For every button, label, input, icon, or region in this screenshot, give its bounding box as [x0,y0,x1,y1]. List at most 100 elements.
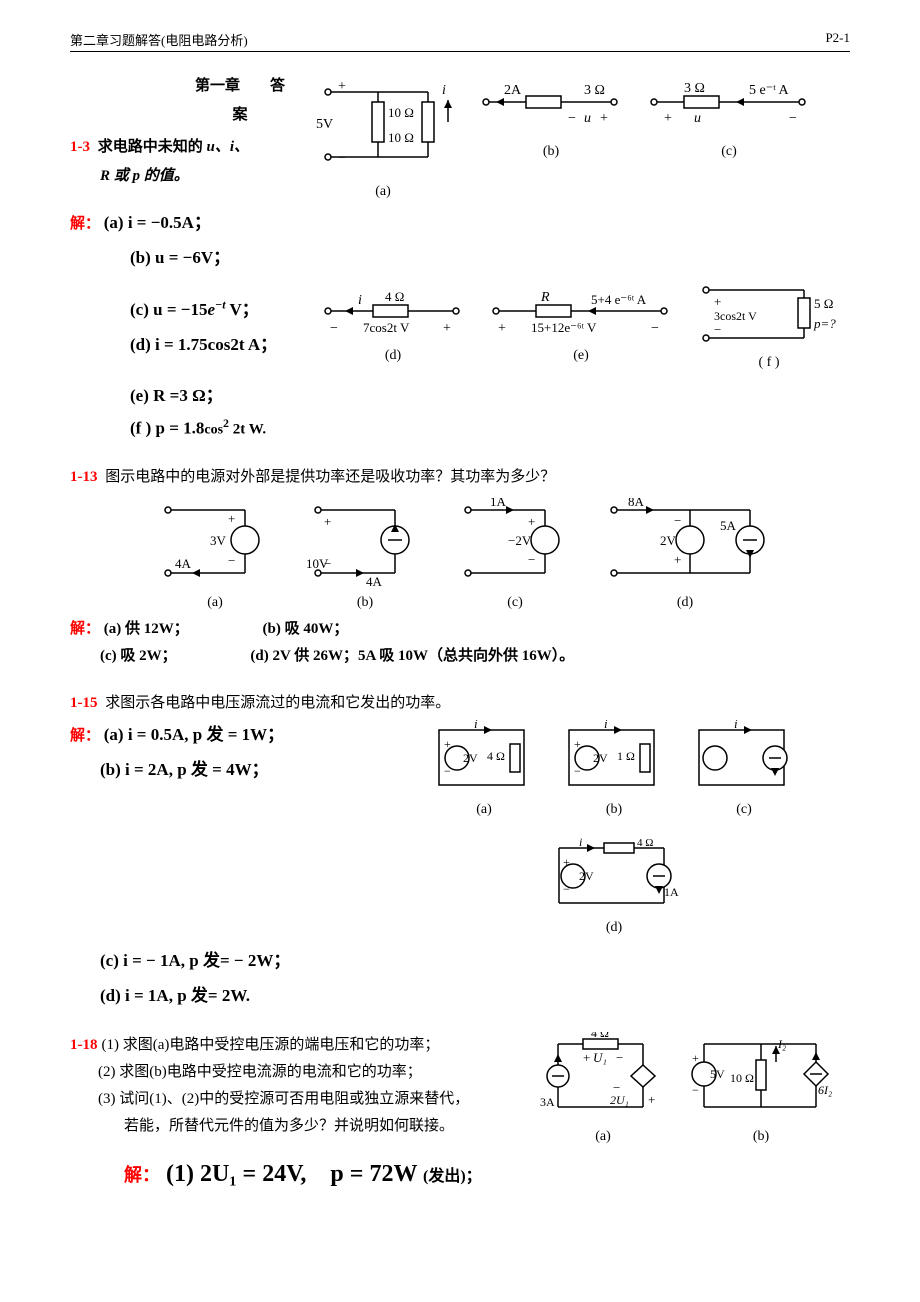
fig-1-18-b: + 5V − 10 Ω I₂ 6I₂ (b) [686,1032,836,1145]
svg-text:i: i [358,293,362,308]
fig-1-18-a: 4 Ω + U₁ − − 2U₁ + 3A (a) [538,1032,668,1145]
svg-text:+: + [714,294,721,309]
svg-text:5+4 e⁻⁶ᵗ A: 5+4 e⁻⁶ᵗ A [591,292,647,307]
svg-text:8A: 8A [628,498,645,509]
svg-text:R: R [540,290,550,305]
p1-3-text2: R 或 p 的值。 [100,162,290,191]
soln-1-3-b: (b) u = −6V； [130,243,850,268]
svg-text:10 Ω: 10 Ω [388,130,414,145]
fig-1-3-b: 2A 3 Ω − u + (b) [476,72,626,160]
problem-1-18: 1-18(1) 求图(a)电路中受控电压源的端电压和它的功率； (2) 求图(b… [70,1032,850,1145]
svg-text:−: − [324,556,331,571]
svg-text:4 Ω: 4 Ω [385,289,404,304]
svg-text:4A: 4A [175,556,192,571]
svg-text:+: + [443,321,451,336]
p1-3-text1: 求电路中未知的 [98,139,207,155]
problem-1-3: 第一章 答案 1-3 求电路中未知的 u、i、 R 或 p 的值。 [70,72,850,200]
fig-1-15-c: i (c) [689,720,799,818]
soln-1-3-a: 解： (a) i = −0.5A； [70,208,850,233]
svg-text:15+12e⁻⁶ᵗ V: 15+12e⁻⁶ᵗ V [531,320,597,335]
fig-1-3-d: i 4 Ω − 7cos2t V + (d) [318,286,468,364]
svg-text:−: − [228,553,235,568]
svg-text:1 Ω: 1 Ω [617,749,635,763]
svg-text:U₁: U₁ [593,1050,607,1065]
svg-text:3A: 3A [540,1095,555,1109]
svg-text:−: − [714,322,721,337]
soln-1-3-e: (e) R =3 Ω； [130,381,850,406]
cap-1-3-d: (d) [318,348,468,364]
svg-text:6I₂: 6I₂ [818,1083,832,1097]
fig-1-13-b: + 10V − 4A (b) [300,498,430,611]
svg-text:2V: 2V [579,869,594,883]
svg-text:i: i [442,83,446,98]
svg-text:1A: 1A [490,498,507,509]
svg-text:5V: 5V [316,117,333,132]
p1-15-text: 求图示各电路中电压源流过的电流和它发出的功率。 [105,695,450,711]
svg-text:5 Ω: 5 Ω [814,296,833,311]
svg-text:I₂: I₂ [777,1037,786,1051]
fig-1-3-c: 3 Ω 5 e⁻ᵗ A + u − (c) [644,72,814,160]
svg-text:5V: 5V [710,1067,725,1081]
svg-text:+: + [528,514,535,529]
svg-text:3 Ω: 3 Ω [584,83,605,98]
svg-text:i: i [734,720,738,731]
p1-3-num: 1-3 [70,139,90,155]
cap-1-3-b: (b) [476,144,626,160]
fig-1-3-e: R 5+4 e⁻⁶ᵗ A + 15+12e⁻⁶ᵗ V − (e) [486,286,676,364]
svg-text:i: i [604,720,608,731]
svg-text:+: + [692,1051,699,1065]
fig-1-13-a: + 3V − 4A (a) [150,498,280,611]
svg-text:4 Ω: 4 Ω [487,749,505,763]
svg-text:−: − [528,552,535,567]
soln-1-13: 解： (a) 供 12W； (b) 吸 40W； (c) 吸 2W； (d) 2… [70,617,850,665]
soln-1-15-b: (b) i = 2A, p 发 = 4W； [100,755,360,780]
p1-13-num: 1-13 [70,469,98,485]
chapter-title: 第一章 答案 [190,72,290,129]
svg-text:2V: 2V [463,751,478,765]
fig-1-3-f: + 3cos2t V − 5 Ω p=? ( f ) [694,278,844,371]
cap-1-3-f: ( f ) [694,355,844,371]
svg-text:10 Ω: 10 Ω [730,1071,754,1085]
svg-text:+: + [563,855,570,869]
svg-text:4 Ω: 4 Ω [637,838,653,849]
svg-text:−: − [616,1050,623,1065]
svg-text:−: − [338,151,346,166]
soln-1-15-c: (c) i = − 1A, p 发= − 2W； [100,946,850,971]
svg-text:2V: 2V [593,751,608,765]
svg-text:2U₁: 2U₁ [610,1093,629,1107]
fig-1-13-c: 1A + −2V − (c) [450,498,580,611]
soln-1-3-d: (d) i = 1.75cos2t A； [130,330,300,355]
soln-1-15-d: (d) i = 1A, p 发= 2W. [100,981,850,1006]
svg-text:−: − [674,513,681,528]
soln-1-18-1: 解： (1) 2U₁ = 24V, p = 72W (发出)； [124,1153,850,1188]
svg-text:3cos2t V: 3cos2t V [714,309,757,323]
cap-1-3-e: (e) [486,348,676,364]
cap-1-3-c: (c) [644,144,814,160]
p1-13-text: 图示电路中的电源对外部是提供功率还是吸收功率？其功率为多少？ [105,469,555,485]
svg-text:−: − [692,1083,699,1097]
fig-1-3-a: + 5V − 10 Ω 10 Ω i (a) [308,72,458,200]
svg-text:4A: 4A [366,574,383,589]
p1-3-vars: u、i、 [207,139,250,155]
svg-text:i: i [579,838,582,849]
page-header: 第二章习题解答(电阻电路分析) P2-1 [70,30,850,52]
svg-text:u: u [584,111,591,126]
fig-1-13-d: 8A − 2V + 5A (d) [600,498,770,611]
svg-text:10 Ω: 10 Ω [388,105,414,120]
svg-text:+: + [498,321,506,336]
fig-1-15-b: + 2V − 1 Ω i (b) [559,720,669,818]
svg-text:−: − [444,764,451,778]
svg-text:+: + [648,1092,655,1107]
svg-text:−: − [789,111,797,126]
fig-1-15-d: + 2V − 4 Ω i 1A (d) [549,838,679,936]
svg-text:1A: 1A [664,885,679,899]
cap-1-3-a: (a) [308,184,458,200]
problem-1-13: 1-13 图示电路中的电源对外部是提供功率还是吸收功率？其功率为多少？ [70,465,850,486]
svg-text:+: + [228,511,235,526]
svg-text:4 Ω: 4 Ω [591,1032,609,1040]
svg-text:+: + [674,552,681,567]
svg-text:+: + [338,79,346,94]
svg-text:+: + [664,111,672,126]
svg-text:+: + [444,737,451,751]
svg-text:2A: 2A [504,83,522,98]
